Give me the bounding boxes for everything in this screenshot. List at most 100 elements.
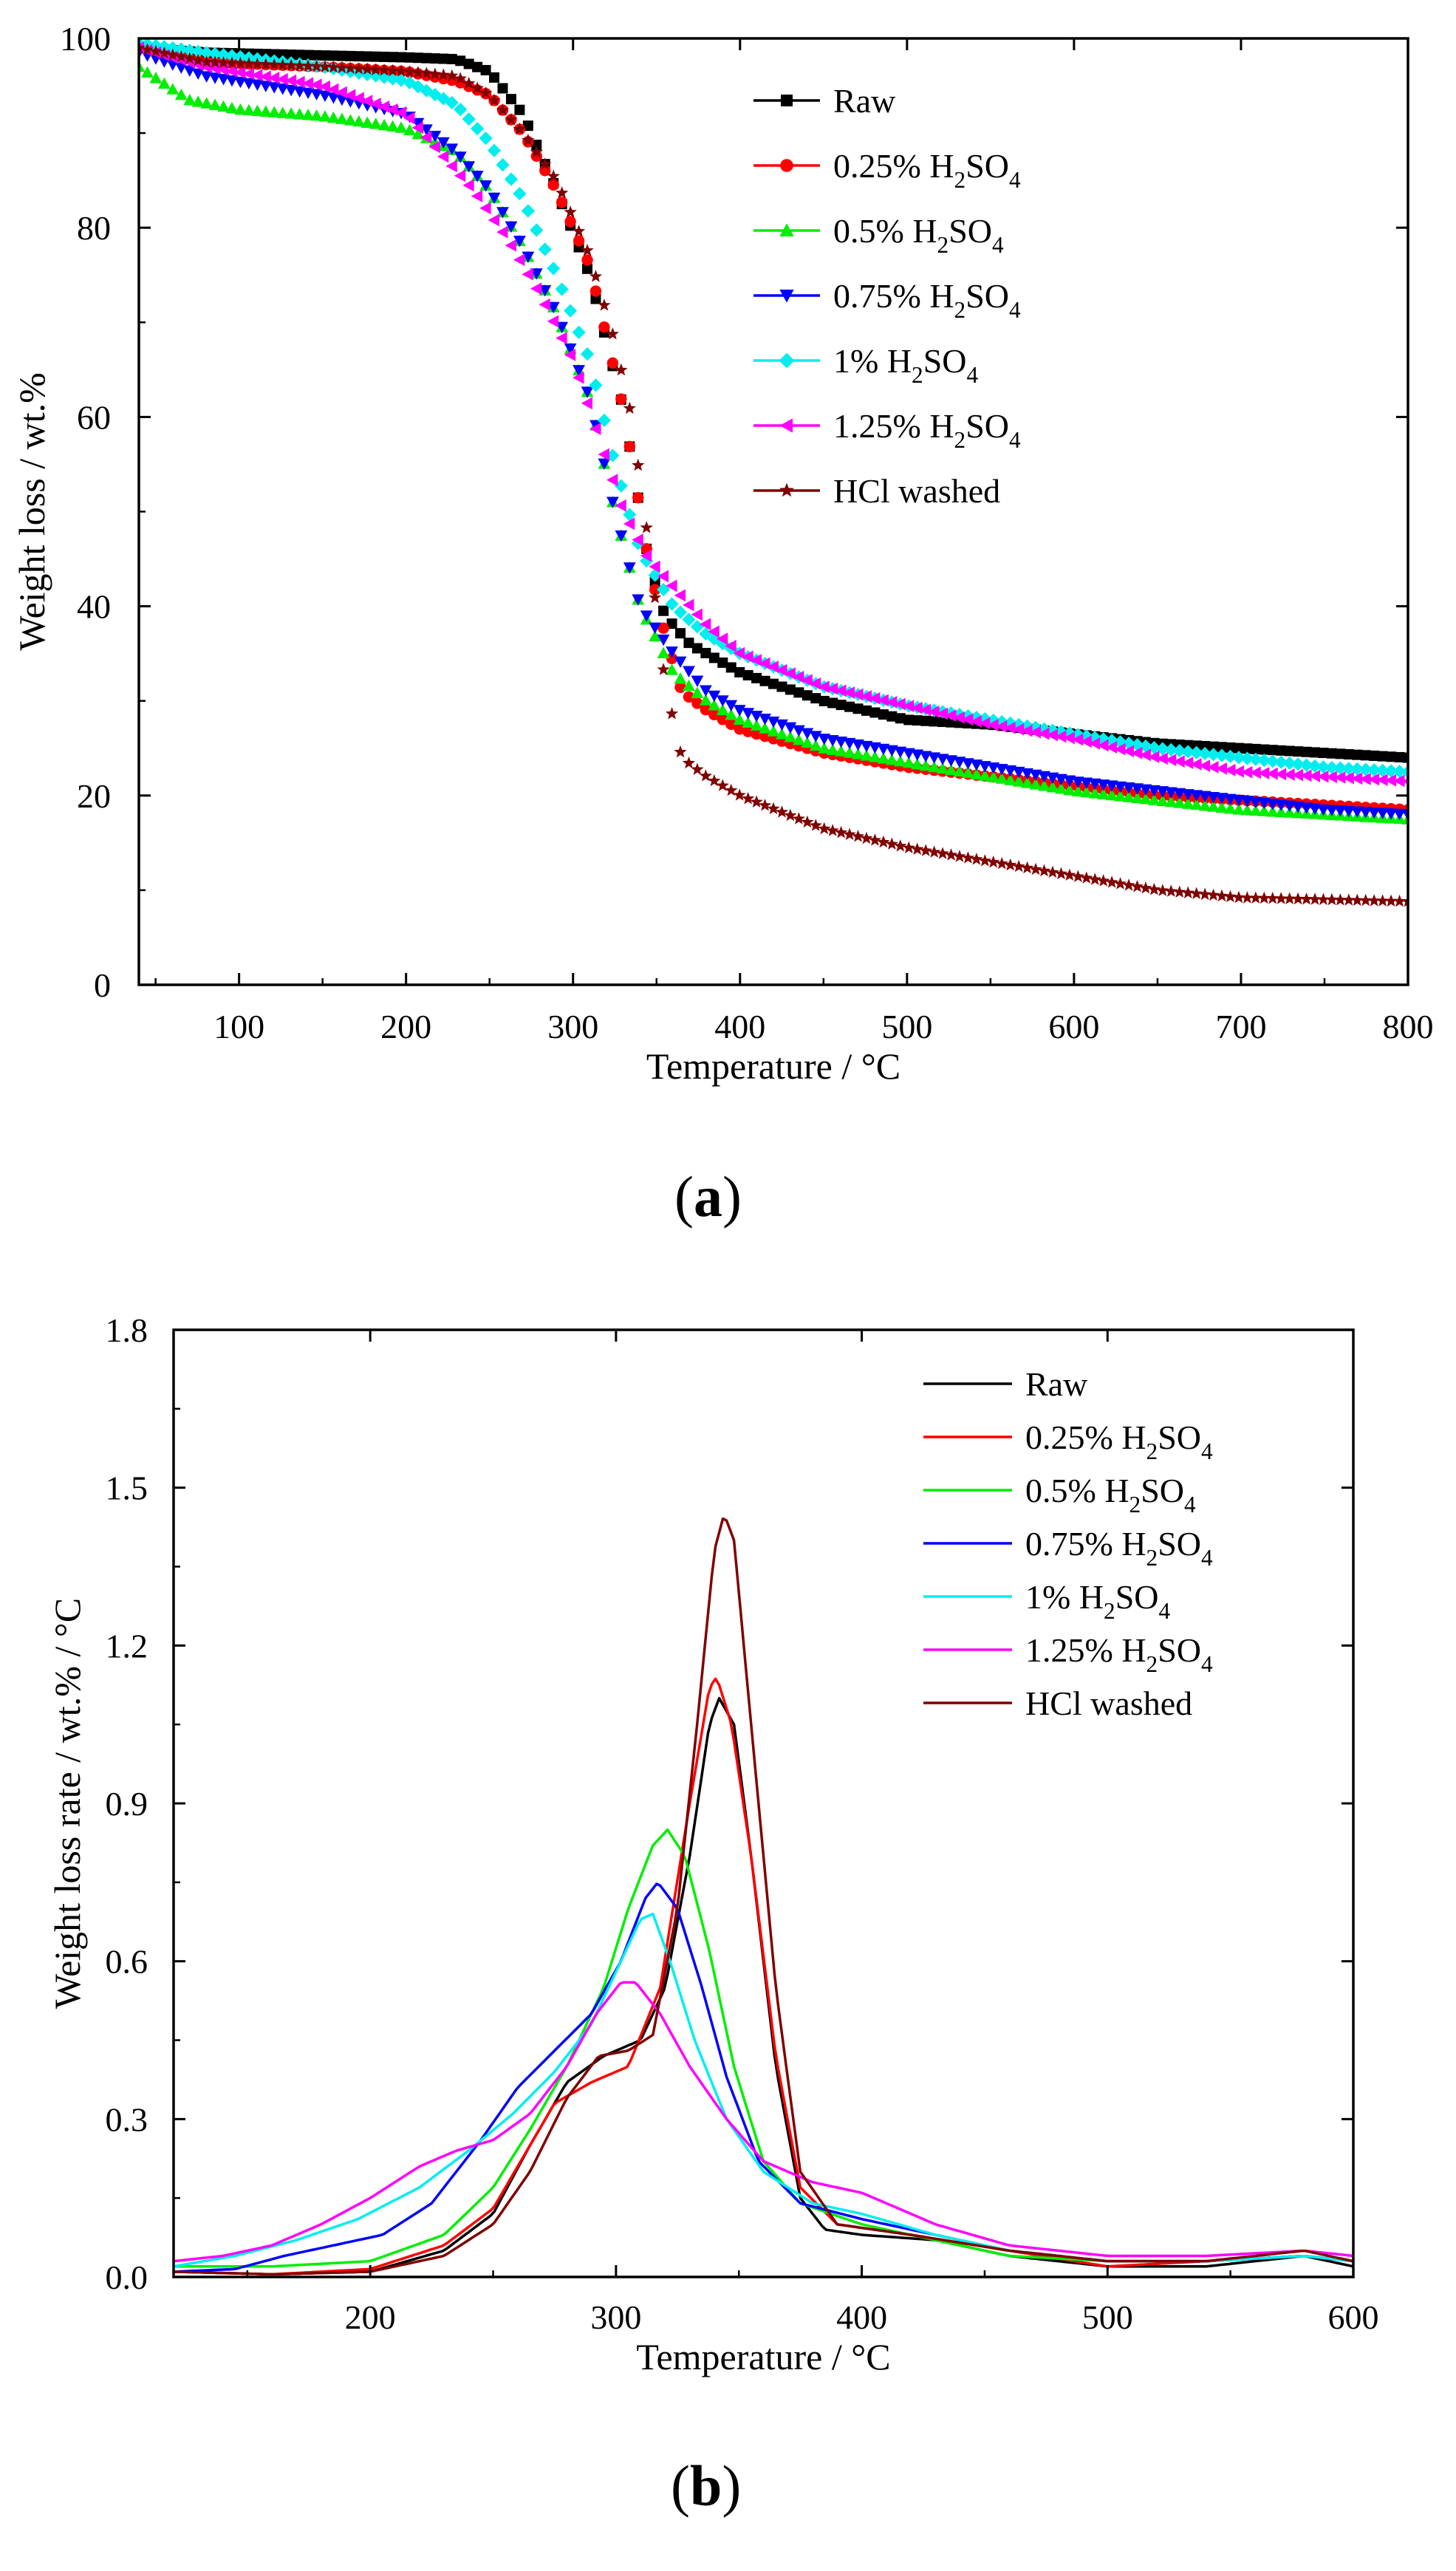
data-point xyxy=(140,43,154,55)
data-point xyxy=(734,666,745,677)
legend-item: 0.5% H2SO4 xyxy=(923,1472,1196,1517)
data-point xyxy=(961,851,975,864)
data-point xyxy=(479,202,491,215)
y-tick-label: 0.3 xyxy=(106,2100,148,2138)
legend-label: Raw xyxy=(1025,1365,1088,1403)
data-point xyxy=(885,696,898,709)
data-point xyxy=(428,131,442,143)
data-point xyxy=(1325,771,1337,784)
data-point xyxy=(345,50,356,61)
data-point xyxy=(1139,784,1152,796)
data-point xyxy=(691,697,703,709)
data-point xyxy=(233,56,247,69)
data-point xyxy=(1352,749,1363,760)
data-point xyxy=(1274,805,1288,818)
data-point xyxy=(929,716,940,727)
data-point xyxy=(648,568,662,582)
data-point xyxy=(1139,881,1152,894)
data-point xyxy=(437,150,449,163)
data-point xyxy=(539,285,552,297)
data-point xyxy=(310,109,323,121)
data-point xyxy=(750,719,763,731)
legend-label: 0.5% H2SO4 xyxy=(1025,1472,1196,1517)
data-point xyxy=(885,837,898,850)
data-point xyxy=(208,98,222,110)
data-point xyxy=(1326,748,1337,759)
plot-area-b xyxy=(174,1517,1353,2276)
data-point xyxy=(665,597,679,611)
data-point xyxy=(573,235,585,247)
data-point xyxy=(1257,797,1271,810)
data-point xyxy=(582,263,593,274)
data-point xyxy=(894,839,907,852)
data-point xyxy=(801,815,814,828)
data-point xyxy=(1055,730,1067,743)
data-point xyxy=(861,705,872,716)
data-point xyxy=(1283,892,1296,904)
data-point xyxy=(995,857,1008,870)
data-point xyxy=(589,285,602,297)
data-point xyxy=(352,66,366,80)
data-point xyxy=(157,47,171,59)
data-point xyxy=(1198,746,1212,761)
data-point xyxy=(716,703,729,715)
data-point xyxy=(1139,792,1152,805)
data-point xyxy=(1156,794,1169,806)
data-point xyxy=(1164,787,1178,799)
data-point xyxy=(522,267,533,281)
data-point xyxy=(632,594,645,606)
data-point xyxy=(530,268,543,280)
series-a-3 xyxy=(139,47,1408,821)
data-point xyxy=(962,713,974,726)
data-point xyxy=(556,197,568,208)
data-point xyxy=(835,745,848,757)
series-a-6 xyxy=(139,41,1408,907)
data-point xyxy=(1317,804,1330,816)
data-point xyxy=(538,242,552,256)
data-point xyxy=(360,95,373,108)
data-point xyxy=(860,831,873,844)
data-point xyxy=(1131,746,1143,759)
data-point xyxy=(1232,794,1245,807)
data-point xyxy=(827,697,838,709)
data-point xyxy=(421,52,432,64)
data-point xyxy=(708,690,721,703)
data-point xyxy=(1004,774,1017,785)
data-point xyxy=(555,282,569,296)
data-point xyxy=(1231,751,1246,765)
data-point xyxy=(589,423,601,435)
data-point xyxy=(725,640,736,652)
data-point xyxy=(1242,743,1253,754)
data-point xyxy=(623,401,636,414)
data-point xyxy=(1122,782,1135,794)
legend-label: 0.75% H2SO4 xyxy=(1025,1525,1213,1571)
data-point xyxy=(1113,877,1127,890)
data-point xyxy=(310,60,324,72)
data-point xyxy=(547,179,559,191)
data-point xyxy=(183,94,196,106)
legend-marker xyxy=(780,159,793,172)
data-point xyxy=(776,719,788,731)
y-tick-label: 100 xyxy=(60,20,111,58)
data-point xyxy=(1063,775,1076,787)
data-point xyxy=(1367,894,1381,906)
legend-label: 0.5% H2SO4 xyxy=(833,212,1004,258)
data-point xyxy=(1232,803,1245,815)
legend-b: Raw 0.25% H2SO4 0.5% H2SO4 0.75% H2SO4 1% H2… xyxy=(923,1365,1213,1722)
data-point xyxy=(1291,757,1305,771)
data-point xyxy=(1207,761,1219,774)
data-point xyxy=(995,720,1008,733)
legend-item: 0.25% H2SO4 xyxy=(923,1418,1213,1464)
data-point xyxy=(700,647,711,658)
data-point xyxy=(869,751,881,762)
data-point xyxy=(530,150,543,163)
data-point xyxy=(1257,891,1271,904)
data-point xyxy=(301,59,315,72)
data-point xyxy=(513,122,527,135)
data-point xyxy=(1342,893,1356,906)
data-point xyxy=(1012,859,1025,873)
y-tick-label: 0.9 xyxy=(106,1785,148,1823)
data-point xyxy=(1054,867,1068,880)
data-point xyxy=(216,48,230,62)
data-point xyxy=(699,769,712,782)
